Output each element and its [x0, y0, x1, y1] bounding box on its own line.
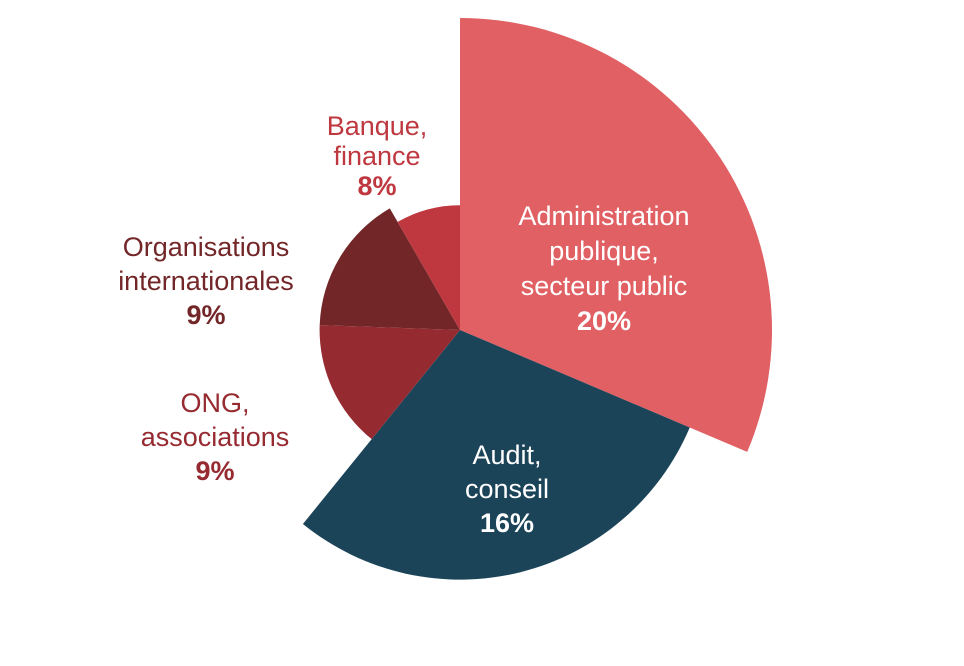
- slice-label-line: internationales: [118, 266, 294, 296]
- slice-3: [319, 208, 460, 330]
- slice-label-line: Organisations: [123, 232, 290, 262]
- slice-label-line: Banque,: [327, 111, 428, 141]
- slice-0: [460, 18, 773, 452]
- slice-label-3: Organisations internationales 9%: [118, 232, 294, 330]
- chart-slices: [302, 18, 773, 580]
- slice-label-line: publique,: [549, 236, 659, 266]
- slice-1: [302, 330, 690, 580]
- slice-value-label: 20%: [577, 306, 631, 336]
- slice-label-line: associations: [141, 422, 290, 452]
- slice-label-1: Audit, conseil 16%: [465, 440, 549, 538]
- slice-value-label: 8%: [357, 171, 396, 201]
- slice-label-line: secteur public: [521, 271, 688, 301]
- slice-label-line: Administration: [518, 201, 689, 231]
- slice-label-line: finance: [333, 141, 420, 171]
- slice-2: [319, 325, 460, 440]
- chart-labels: Administration publique, secteur public 20%…: [118, 111, 689, 538]
- slice-value-label: 9%: [186, 300, 225, 330]
- slice-label-4: Banque, finance 8%: [327, 111, 428, 201]
- slice-label-line: conseil: [465, 474, 549, 504]
- slice-4: [397, 205, 460, 330]
- slice-value-label: 9%: [195, 456, 234, 486]
- slice-label-2: ONG, associations 9%: [141, 388, 290, 486]
- slice-label-line: Audit,: [472, 440, 541, 470]
- slice-label-line: ONG,: [180, 388, 249, 418]
- slice-label-0: Administration publique, secteur public 20%: [518, 201, 689, 336]
- slice-value-label: 16%: [480, 508, 534, 538]
